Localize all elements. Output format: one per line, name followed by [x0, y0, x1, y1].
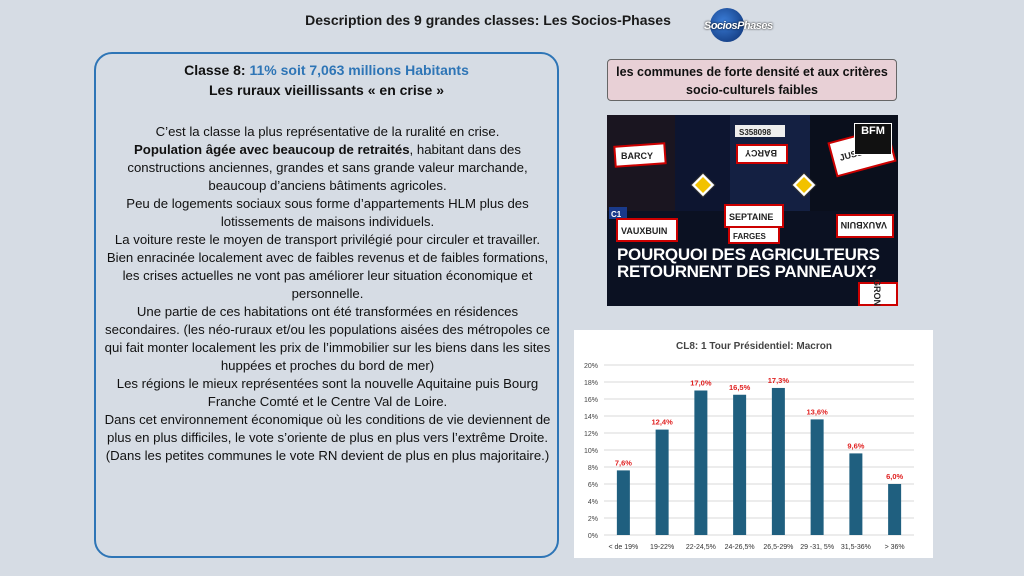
bar-data-label: 17,0%	[690, 379, 712, 388]
road-signs-illustration: BARCY BARCY S358098 C1 VAUXBUIN SEPTAINE…	[607, 115, 898, 306]
bar	[771, 387, 785, 535]
class-description-panel: Classe 8: 11% soit 7,063 millions Habita…	[94, 52, 559, 558]
desc-paragraph: Population âgée avec beaucoup de retrait…	[127, 142, 528, 193]
x-tick-label: < de 19%	[608, 544, 638, 551]
y-tick-label: 0%	[588, 533, 598, 540]
commune-criteria-box: les communes de forte densité et aux cri…	[607, 59, 897, 101]
x-tick-label: 26,5-29%	[763, 544, 793, 551]
x-tick-label: 24-26,5%	[725, 544, 755, 551]
y-tick-label: 14%	[584, 414, 598, 421]
bar-chart-svg: CL8: 1 Tour Présidentiel: Macron 0% 2% 4% 6…	[584, 341, 914, 551]
y-tick-label: 2%	[588, 516, 598, 523]
bar	[694, 390, 708, 535]
bar	[810, 419, 824, 535]
bfm-badge: BFM	[854, 123, 892, 155]
sign-vauxbuin: VAUXBUIN	[621, 226, 667, 236]
x-tick-label: 19-22%	[650, 544, 674, 551]
bar-data-label: 6,0%	[886, 472, 903, 481]
y-tick-label: 10%	[584, 448, 598, 455]
bar-data-label: 9,6%	[847, 441, 864, 450]
desc-paragraph: (Dans les petites communes le vote RN de…	[105, 448, 550, 463]
sign-farges: FARGES	[733, 232, 767, 241]
sign-septaine: SEPTAINE	[729, 212, 773, 222]
y-tick-label: 8%	[588, 465, 598, 472]
news-photo: BARCY BARCY S358098 C1 VAUXBUIN SEPTAINE…	[607, 115, 898, 306]
y-tick-label: 16%	[584, 397, 598, 404]
bar	[849, 453, 863, 535]
x-tick-label: 29 -31, 5%	[800, 544, 834, 551]
page-title: Description des 9 grandes classes: Les S…	[305, 12, 671, 28]
sign-barcy: BARCY	[621, 151, 653, 161]
y-tick-label: 6%	[588, 482, 598, 489]
sign-ref: S358098	[739, 128, 772, 137]
y-tick-label: 18%	[584, 380, 598, 387]
desc-paragraph: La voiture reste le moyen de transport p…	[114, 232, 541, 247]
desc-paragraph: Dans cet environnement économique où les…	[104, 412, 551, 445]
y-tick-label: 20%	[584, 363, 598, 370]
bar	[733, 394, 747, 535]
desc-paragraph: Peu de logements sociaux sous forme d’ap…	[126, 196, 529, 229]
bar-data-label: 13,6%	[806, 407, 828, 416]
news-headline: POURQUOI DES AGRICULTEURS RETOURNENT DES…	[617, 245, 880, 281]
desc-paragraph: Bien enracinée localement avec de faible…	[106, 250, 549, 301]
desc-paragraph: Les régions le mieux représentées sont l…	[116, 376, 539, 409]
bar-data-label: 12,4%	[651, 418, 673, 427]
desc-paragraph: Une partie de ces habitations ont été tr…	[104, 304, 551, 373]
x-tick-label: 22-24,5%	[686, 544, 716, 551]
y-tick-label: 12%	[584, 431, 598, 438]
chart-title: CL8: 1 Tour Présidentiel: Macron	[676, 341, 832, 352]
sign-vauxbuin-2: VAUXBUIN	[841, 220, 887, 230]
sign-gron: GRON	[872, 279, 882, 306]
class-description-text: C’est la classe la plus représentative d…	[102, 123, 553, 465]
bar-data-label: 16,5%	[729, 383, 751, 392]
x-tick-label: > 36%	[885, 544, 905, 551]
socios-phases-logo: SociosPhases	[704, 6, 774, 44]
sign-barcy-2: BARCY	[745, 148, 777, 158]
bar	[655, 429, 669, 535]
class-title-highlight: 11% soit 7,063 millions Habitants	[249, 62, 469, 78]
y-tick-label: 4%	[588, 499, 598, 506]
sign-c1: C1	[611, 210, 622, 219]
bar	[616, 470, 630, 535]
bar-data-label: 17,3%	[768, 376, 790, 385]
class-title: Classe 8: 11% soit 7,063 millions Habita…	[184, 62, 469, 78]
x-tick-label: 31,5-36%	[841, 544, 871, 551]
bar	[888, 484, 902, 535]
bar-data-label: 7,6%	[615, 458, 632, 467]
desc-paragraph: C’est la classe la plus représentative d…	[155, 124, 500, 139]
class-subtitle: Les ruraux vieillissants « en crise »	[208, 82, 445, 98]
vote-chart: CL8: 1 Tour Présidentiel: Macron 0% 2% 4% 6…	[574, 330, 933, 558]
